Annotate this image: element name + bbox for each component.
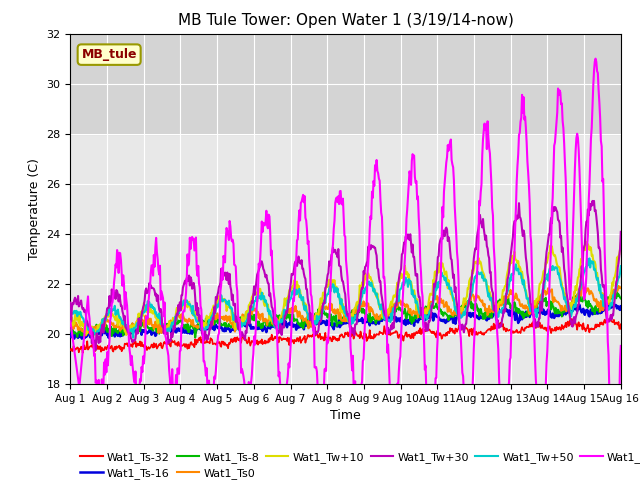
Title: MB Tule Tower: Open Water 1 (3/19/14-now): MB Tule Tower: Open Water 1 (3/19/14-now… (178, 13, 513, 28)
Y-axis label: Temperature (C): Temperature (C) (28, 158, 41, 260)
Legend: Wat1_Ts-32, Wat1_Ts-16, Wat1_Ts-8, Wat1_Ts0, Wat1_Tw+10, Wat1_Tw+30, Wat1_Tw+50,: Wat1_Ts-32, Wat1_Ts-16, Wat1_Ts-8, Wat1_… (76, 447, 640, 480)
Bar (70, 34, 621, 134)
X-axis label: Time: Time (330, 409, 361, 422)
Text: MB_tule: MB_tule (81, 48, 137, 61)
